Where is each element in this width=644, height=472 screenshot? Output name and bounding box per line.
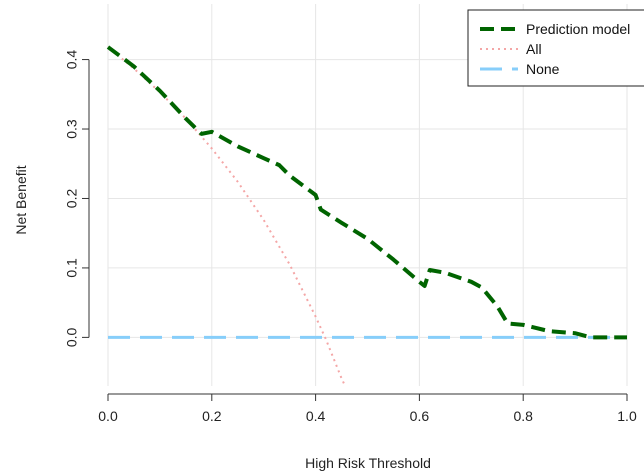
y-tick-label: 0.0 bbox=[64, 327, 80, 347]
series-line-all bbox=[107, 46, 347, 386]
x-tick-label: 0.8 bbox=[513, 408, 533, 424]
x-tick-label: 1.0 bbox=[617, 408, 637, 424]
y-tick-label: 0.1 bbox=[64, 258, 80, 278]
x-tick-label: 0.6 bbox=[410, 408, 430, 424]
series-line-prediction-model bbox=[106, 45, 627, 340]
y-tick-label: 0.3 bbox=[64, 119, 80, 139]
y-tick-label: 0.2 bbox=[64, 189, 80, 209]
legend-label: All bbox=[526, 41, 542, 57]
legend-box bbox=[467, 9, 644, 87]
legend-label: Prediction model bbox=[526, 21, 630, 37]
x-tick-label: 0.2 bbox=[202, 408, 222, 424]
x-tick-label: 0.4 bbox=[306, 408, 326, 424]
y-tick-label: 0.4 bbox=[64, 50, 80, 70]
axes: 0.0 0.2 0.4 0.6 0.8 1.0 0.0 0.1 0.2 0.3 0.4 bbox=[64, 50, 637, 424]
legend-label: None bbox=[526, 61, 560, 77]
legend: Prediction model All None bbox=[467, 9, 644, 87]
series-lines bbox=[106, 45, 627, 386]
x-tick-label: 0.0 bbox=[98, 408, 118, 424]
x-axis-title: High Risk Threshold bbox=[305, 455, 431, 471]
y-axis-title: Net Benefit bbox=[13, 165, 29, 234]
